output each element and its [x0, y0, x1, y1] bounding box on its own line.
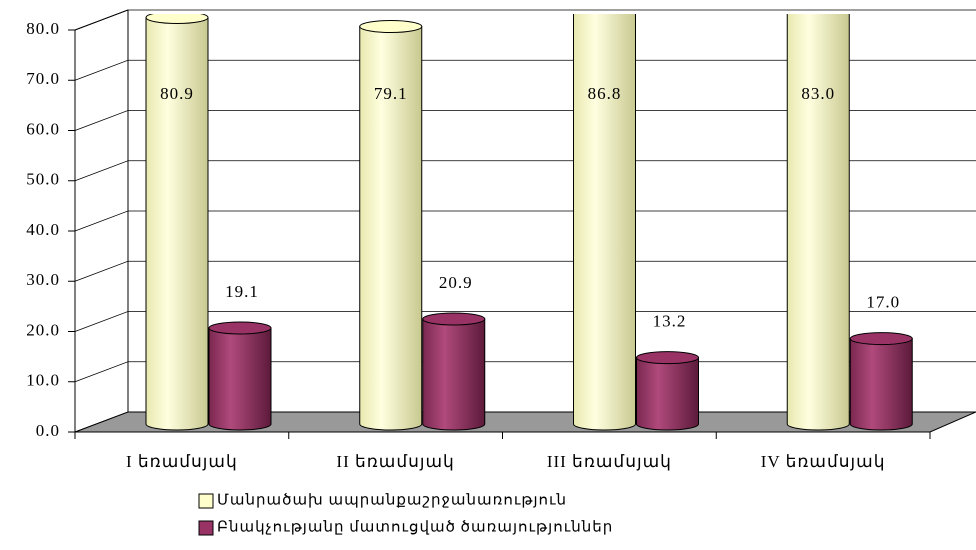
bar-cap: [636, 351, 699, 365]
bar: [359, 20, 423, 431]
legend-label: Բնակչությանը մատուցված ծառայություններ: [217, 519, 613, 535]
bar-cap: [849, 332, 913, 346]
bar-cap: [787, 1, 849, 13]
grid-line: [74, 110, 976, 131]
grid-line: [74, 260, 976, 282]
y-tick-label: 40.0: [26, 220, 60, 239]
bar: [208, 321, 272, 431]
grid-line: [74, 210, 976, 232]
bar-body: [786, 14, 850, 431]
bar-body: [636, 357, 699, 431]
bar: [849, 332, 913, 431]
grid-line: [74, 9, 976, 31]
y-tick-label: 50.0: [26, 170, 60, 189]
bar: [145, 14, 209, 431]
y-tick-label: 70.0: [26, 69, 60, 88]
data-label: 13.2: [653, 312, 687, 331]
x-tick-label: II եռամսյակ: [336, 452, 454, 471]
bar-body: [208, 327, 272, 431]
grid-line: [74, 59, 976, 81]
x-tick-label: I եռամսյակ: [126, 452, 238, 471]
bar-cap: [359, 20, 423, 34]
x-tick-label: III եռամսյակ: [547, 452, 672, 471]
bar-body: [849, 338, 913, 431]
bar-body: [573, 14, 636, 431]
data-label: 19.1: [225, 282, 259, 301]
y-tick-label: 0.0: [36, 421, 60, 440]
y-tick-label: 60.0: [26, 119, 60, 138]
legend-swatch: [198, 493, 214, 509]
bar: [636, 351, 699, 431]
bar-body: [422, 318, 486, 431]
data-label: 17.0: [866, 292, 900, 311]
y-tick-label: 20.0: [26, 320, 60, 339]
legend-swatch: [198, 520, 214, 536]
bar: [786, 1, 850, 431]
bar-body: [145, 16, 209, 431]
bar: [573, 14, 636, 431]
x-tick-label: IV եռամսյակ: [761, 452, 886, 471]
y-tick-label: 80.0: [26, 19, 60, 38]
bar-cap: [208, 321, 272, 335]
grid-line: [74, 160, 976, 182]
data-label: 86.8: [588, 84, 622, 103]
bar-cap: [422, 312, 486, 326]
data-label: 79.1: [374, 84, 408, 103]
data-label: 80.9: [160, 84, 194, 103]
data-label: 20.9: [439, 273, 473, 292]
legend-label: Մանրածախ ապրանքաշրջանառություն: [217, 492, 567, 508]
grid-line: [74, 311, 976, 332]
bar-body: [359, 26, 423, 431]
y-tick-label: 10.0: [26, 371, 60, 390]
data-label: 83.0: [801, 84, 835, 103]
y-tick-label: 30.0: [26, 270, 60, 289]
bar-cap: [145, 14, 209, 24]
bar: [422, 312, 486, 431]
